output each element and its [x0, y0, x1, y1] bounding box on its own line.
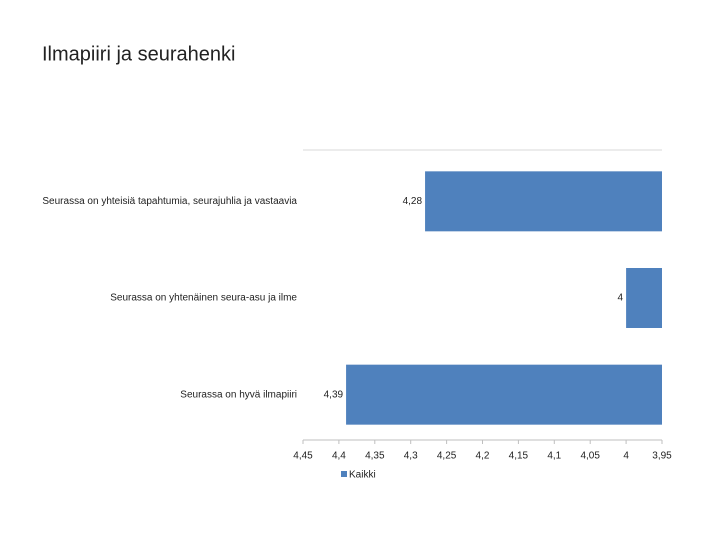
bar: [346, 364, 662, 425]
y-tick-label: Seurassa on yhteisiä tapahtumia, seuraju…: [42, 196, 297, 207]
value-label: 4,39: [324, 389, 344, 400]
x-tick-label: 4,05: [580, 451, 600, 462]
x-tick-label: 4,4: [332, 451, 346, 462]
x-tick-label: 3,95: [652, 451, 672, 462]
x-tick-label: 4,45: [293, 451, 313, 462]
x-tick-label: 4,15: [509, 451, 529, 462]
bar: [626, 268, 662, 328]
x-tick-label: 4: [623, 451, 629, 462]
legend-label: Kaikki: [349, 470, 376, 481]
x-tick-label: 4,3: [404, 451, 418, 462]
bar: [425, 171, 662, 232]
x-tick-label: 4,1: [547, 451, 561, 462]
x-tick-label: 4,2: [476, 451, 490, 462]
chart-title: Ilmapiiri ja seurahenki: [42, 43, 235, 65]
y-tick-label: Seurassa on hyvä ilmapiiri: [180, 389, 297, 400]
y-tick-label: Seurassa on yhtenäinen seura-asu ja ilme: [110, 293, 297, 304]
legend-swatch: [341, 471, 347, 477]
value-label: 4,28: [403, 196, 423, 207]
x-tick-label: 4,35: [365, 451, 385, 462]
value-label: 4: [618, 293, 624, 304]
x-tick-label: 4,25: [437, 451, 457, 462]
